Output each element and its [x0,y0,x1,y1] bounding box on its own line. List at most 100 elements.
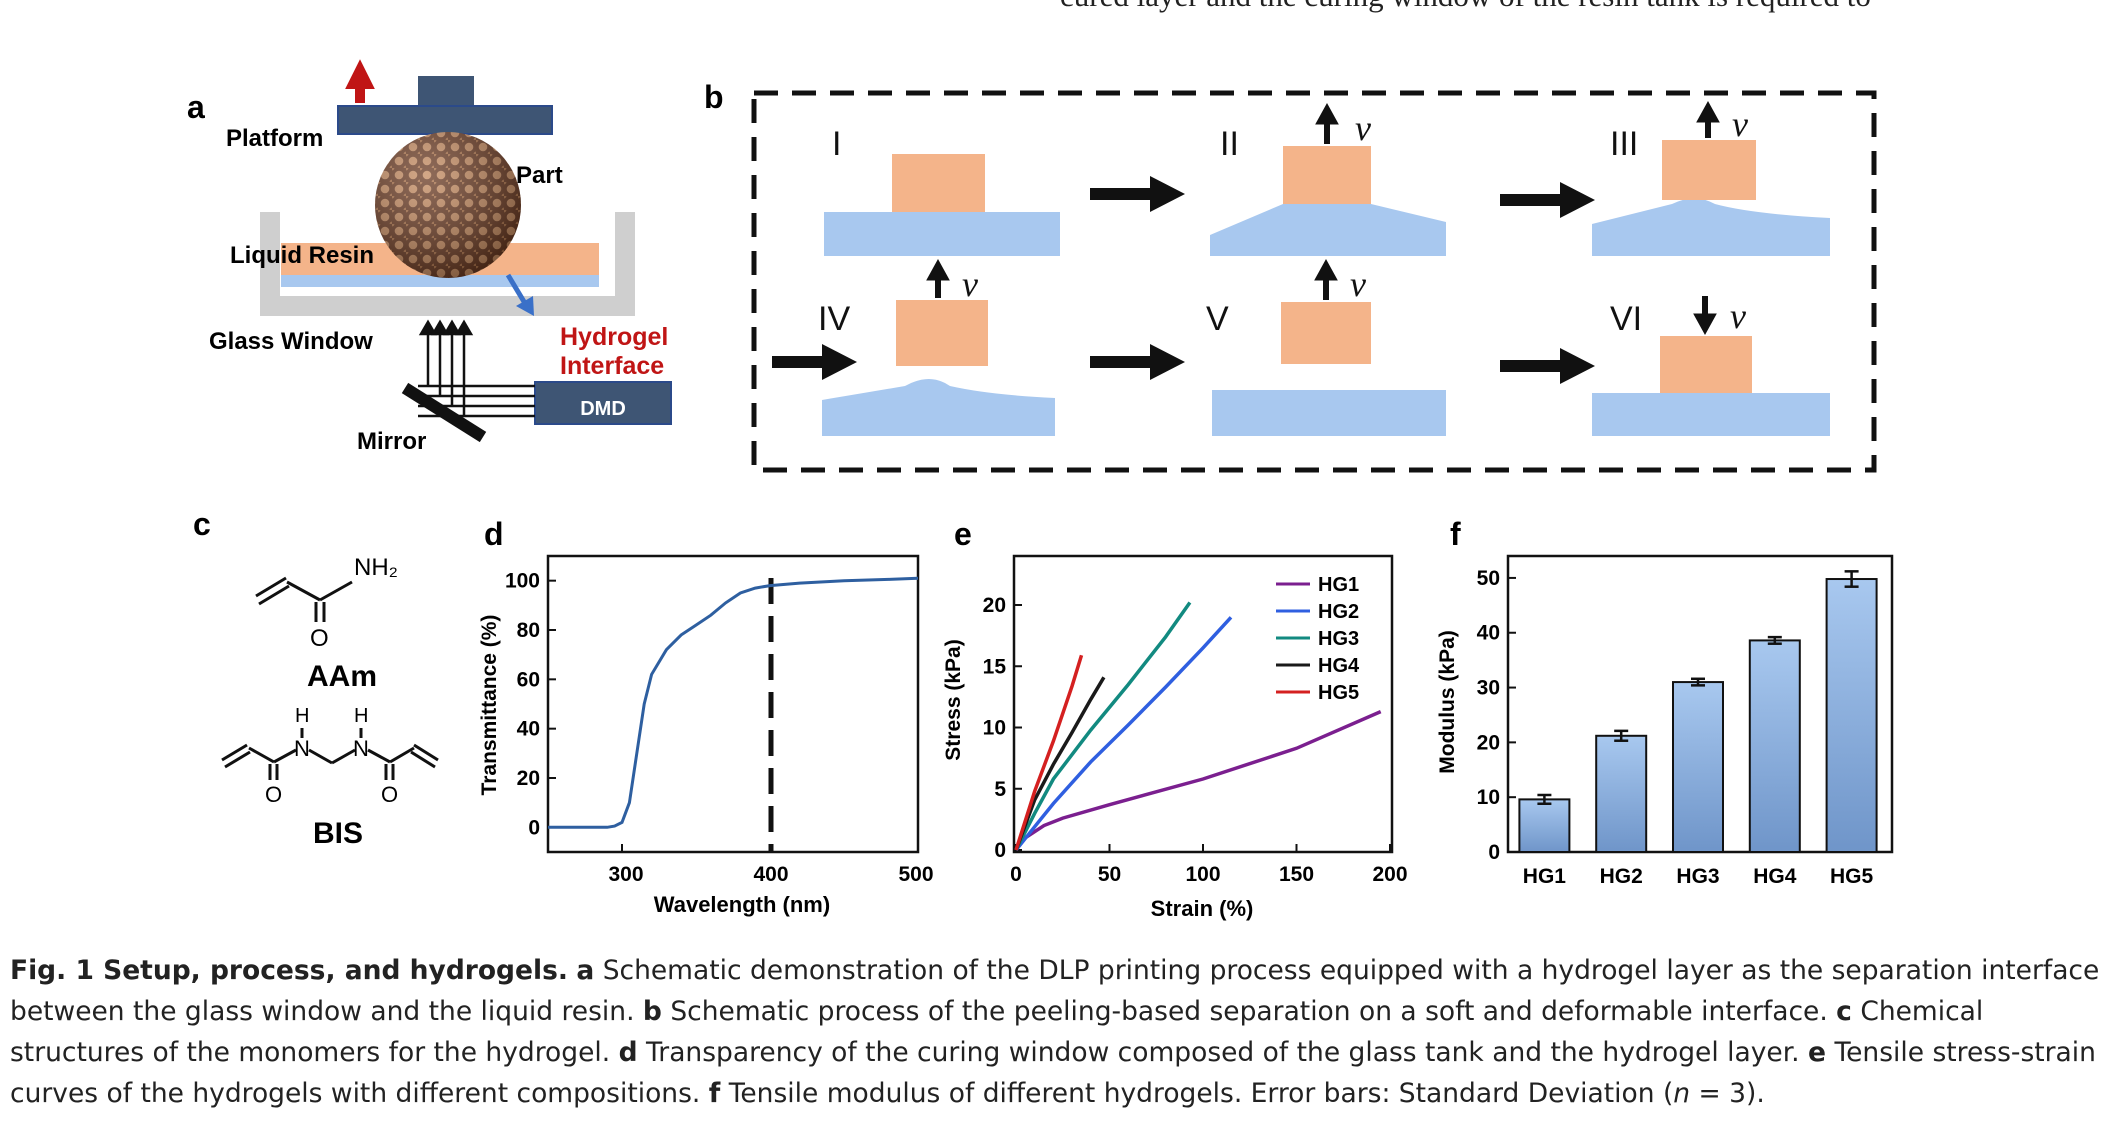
caption-e: e [1808,1037,1827,1068]
part-step-6 [1660,336,1752,393]
tick-e-x-label: 200 [1372,863,1407,886]
tick-d-y-label: 60 [517,668,540,691]
transmittance-curve [548,576,919,829]
tick-e-y-label: 20 [983,594,1006,617]
tick-d-y-label: 80 [517,619,540,642]
top-body-text: cured layer and the curing window of the… [1060,0,1871,14]
step-3-label: III [1610,125,1638,163]
figure-1: a DMD [187,59,1894,921]
legend-label-hg4: HG4 [1318,655,1360,677]
tick-d-y-label: 0 [528,816,540,839]
chart-d-frame [546,554,920,854]
part-step-5 [1281,302,1371,364]
panel-e-letter: e [954,516,972,552]
panel-d: d Transmittance (%) Wavelength (nm) 300 … [478,516,934,917]
bar-hg2 [1595,734,1648,854]
part-step-3 [1662,140,1756,200]
caption-a: a [576,955,595,986]
part-step-4 [896,300,988,366]
legend-label-hg1: HG1 [1318,574,1359,596]
caption-f-text: Tensile modulus of different hydrogels. … [720,1078,1674,1109]
label-interface: Interface [560,352,664,380]
gel-step-2 [1210,204,1446,256]
tick-d-y-label: 20 [517,767,540,790]
step-6-label: VI [1610,300,1642,338]
up-arrow-icon [345,59,375,103]
bar-hg4 [1748,639,1801,853]
bis-label: BIS [313,817,363,850]
chart-d-xlabel: Wavelength (nm) [654,892,830,917]
bar-hg3 [1672,681,1724,854]
dmd-label: DMD [580,398,626,420]
caption-b: b [642,996,662,1027]
figure-caption: Fig. 1 Setup, process, and hydrogels. a … [10,950,2110,1114]
tick-f-y-label: 30 [1477,677,1500,700]
step-2-label: II [1220,125,1239,163]
panel-f-letter: f [1450,516,1461,552]
bar-hg5 [1825,578,1878,853]
tick-d-x-500: 500 [898,863,933,886]
legend-label-hg2: HG2 [1318,601,1359,623]
aam-oxygen: O [310,625,329,652]
caption-f-end: = 3). [1690,1078,1765,1109]
aam-structure [255,576,353,622]
panel-c-letter: c [193,506,211,542]
gel-step-1 [824,212,1060,256]
bar-hg1 [1518,798,1571,854]
velocity-label-5: v [1350,264,1366,304]
label-mirror: Mirror [357,428,426,455]
dmd-box [534,381,672,425]
velocity-label-6: v [1730,296,1746,336]
hydrogel-layer [281,275,599,287]
tick-e-x-label: 150 [1279,863,1314,886]
chart-e-xlabel: Strain (%) [1151,896,1254,921]
legend-label-hg3: HG3 [1318,628,1359,650]
label-platform: Platform [226,125,323,152]
tick-f-x-label: HG2 [1600,865,1643,888]
caption-b-text: Schematic process of the peeling-based s… [661,996,1837,1027]
caption-c-text: Chemical structures of the monomers for … [10,996,1984,1068]
legend-label-hg5: HG5 [1318,682,1359,704]
tick-d-x-300: 300 [608,863,643,886]
tick-e-x-label: 0 [1010,863,1022,886]
chart-d-ylabel: Transmittance (%) [478,615,501,796]
tick-f-y-label: 20 [1477,731,1500,754]
tick-f-y-label: 10 [1477,786,1500,809]
panel-b-letter: b [704,79,724,115]
part-step-1 [892,154,985,212]
bis-nitrogen-2: N [353,736,369,761]
tick-f-x-label: HG5 [1830,865,1874,888]
tick-e-y-label: 10 [983,717,1006,740]
chart-e-ylabel: Stress (kPa) [942,639,965,760]
caption-d: d [618,1037,638,1068]
process-arrows [772,176,1595,384]
gel-step-6 [1592,393,1830,436]
caption-n: n [1673,1078,1691,1109]
panel-a: a DMD [187,59,672,455]
bis-oxygen-2: O [381,782,398,807]
part-step-2 [1283,146,1371,204]
panel-d-letter: d [484,516,504,552]
label-glass-window: Glass Window [209,328,373,355]
velocity-label-3: v [1732,104,1748,144]
bis-hydrogen-2: H [354,705,368,727]
panel-e: e HG1 HG2 HG3 HG4 HG5 Stress (kPa) Strain (%… [942,516,1408,921]
tick-f-x-label: HG3 [1676,865,1719,888]
tick-d-y-label: 100 [505,570,540,593]
tick-d-y-label: 40 [517,718,540,741]
tick-f-x-label: HG1 [1523,865,1567,888]
platform [337,105,553,135]
panel-a-letter: a [187,89,205,125]
curve-hg4 [1014,676,1106,851]
bis-hydrogen-1: H [295,705,309,727]
bis-structure [221,728,439,780]
tick-f-y-label: 50 [1477,567,1500,590]
label-liquid-resin: Liquid Resin [230,242,374,269]
interface-arrow-icon [516,296,534,316]
tick-e-x-label: 100 [1185,863,1220,886]
velocity-label-4: v [962,264,978,304]
tick-d-x-400: 400 [753,863,788,886]
bis-oxygen-1: O [265,782,282,807]
label-part: Part [516,162,563,189]
caption-e-text: Tensile stress-strain curves of the hydr… [10,1037,2096,1109]
